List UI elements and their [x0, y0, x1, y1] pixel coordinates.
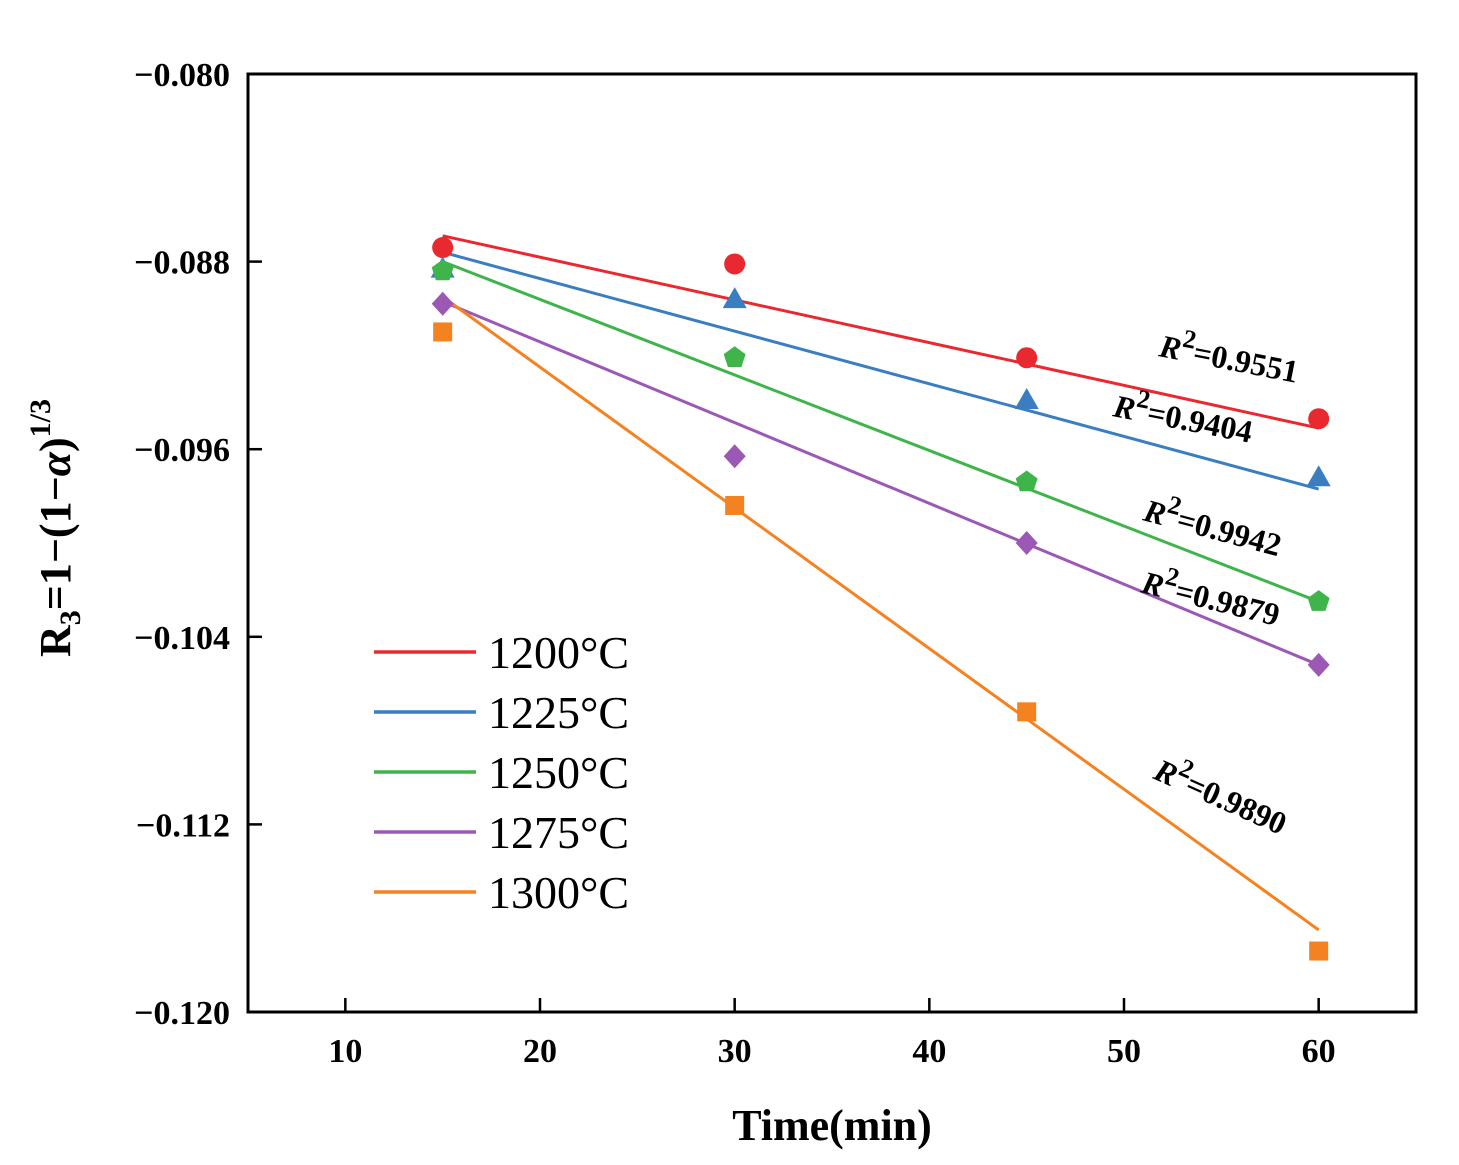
x-tick-label: 20 — [523, 1033, 557, 1070]
data-point-1250°C — [1307, 590, 1330, 611]
data-point-1225°C — [722, 287, 747, 309]
y-tick-label: −0.120 — [134, 995, 230, 1032]
data-point-1275°C — [723, 444, 746, 469]
data-point-1225°C — [1014, 388, 1039, 409]
fit-line-1300°C — [441, 295, 1320, 932]
data-point-1300°C — [725, 495, 745, 515]
data-point-1250°C — [431, 259, 454, 281]
legend-label-1225°C: 1225°C — [488, 687, 629, 738]
data-point-1200°C — [432, 237, 454, 259]
data-point-1275°C — [431, 291, 454, 316]
r2-label-1250°C: R2=0.9942 — [1139, 484, 1287, 563]
legend-label-1275°C: 1275°C — [488, 807, 629, 858]
data-markers — [430, 237, 1331, 961]
data-point-1200°C — [724, 253, 746, 275]
axis-ticks: 10 20 30 40 50 60 −0.080 −0.088 −0.096 −0.104 −0.1… — [134, 57, 1336, 1070]
data-point-1250°C — [723, 346, 746, 367]
r2-annotations: R2=0.9551R2=0.9404R2=0.9942R2=0.9879R2=0… — [1110, 319, 1303, 842]
y-axis-title: R3=1−(1−α)1/3 — [24, 399, 87, 657]
fit-line-1275°C — [442, 300, 1320, 667]
fit-line-1225°C — [442, 250, 1320, 491]
data-point-1275°C — [1307, 652, 1330, 677]
legend-label-1300°C: 1300°C — [488, 867, 629, 918]
y-tick-label: −0.104 — [134, 620, 230, 657]
y-tick-label: −0.088 — [134, 245, 230, 282]
data-point-1225°C — [1306, 465, 1331, 487]
data-point-1300°C — [433, 322, 453, 342]
y-tick-label: −0.112 — [136, 807, 230, 844]
legend-label-1250°C: 1250°C — [488, 747, 629, 798]
x-axis-title: Time(min) — [732, 1101, 932, 1150]
data-point-1300°C — [1017, 702, 1037, 722]
legend-label-1200°C: 1200°C — [488, 627, 629, 678]
data-point-1250°C — [1015, 470, 1038, 492]
x-tick-label: 60 — [1302, 1033, 1336, 1070]
fit-lines — [441, 234, 1320, 932]
x-tick-label: 40 — [912, 1033, 946, 1070]
data-point-1300°C — [1309, 941, 1329, 961]
x-tick-label: 50 — [1107, 1033, 1141, 1070]
r2-label-1300°C: R2=0.9890 — [1148, 744, 1295, 842]
data-point-1275°C — [1015, 531, 1038, 555]
plot-frame — [246, 72, 1418, 1014]
data-point-1200°C — [1016, 347, 1038, 369]
x-tick-label: 10 — [328, 1033, 362, 1070]
x-tick-label: 30 — [718, 1033, 752, 1070]
y-tick-label: −0.096 — [134, 432, 230, 469]
fit-line-1250°C — [442, 260, 1320, 604]
fit-line-1200°C — [442, 234, 1319, 430]
y-tick-label: −0.080 — [134, 57, 230, 94]
legend: 1200°C 1225°C 1250°C 1275°C 1300°C — [374, 627, 629, 918]
r2-label-1200°C: R2=0.9551 — [1156, 319, 1303, 389]
data-point-1200°C — [1308, 408, 1330, 430]
